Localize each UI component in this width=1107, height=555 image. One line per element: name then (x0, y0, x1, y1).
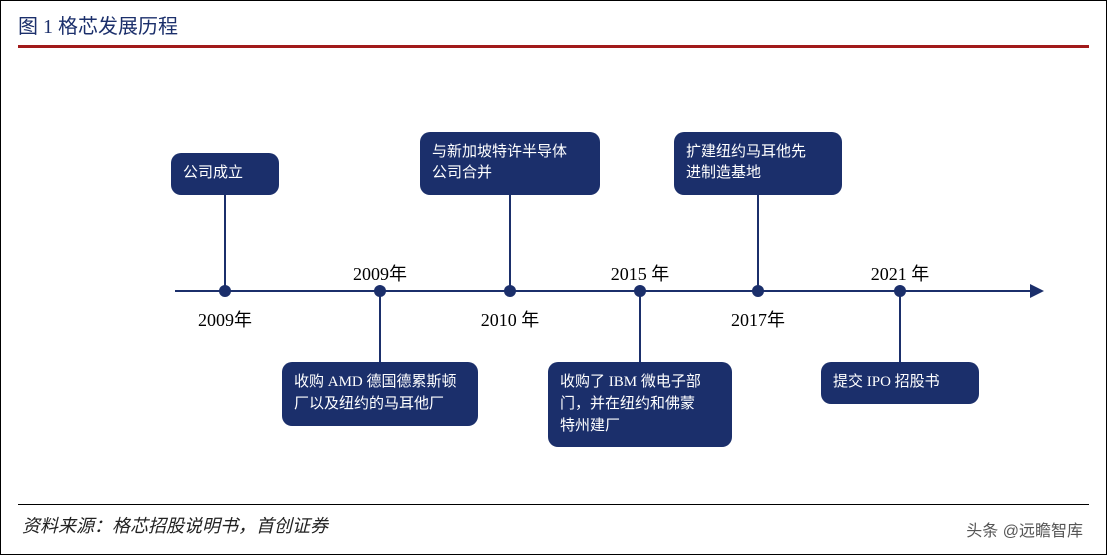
event-box: 收购 AMD 德国德累斯顿 厂以及纽约的马耳他厂 (282, 362, 478, 426)
source-divider (18, 504, 1089, 505)
event-box: 提交 IPO 招股书 (821, 362, 979, 404)
timeline-stem (509, 195, 511, 290)
year-label: 2009年 (198, 306, 252, 332)
source-text: 资料来源：格芯招股说明书，首创证券 (22, 512, 328, 538)
event-box: 公司成立 (171, 153, 279, 195)
event-box: 收购了 IBM 微电子部 门，并在纽约和佛蒙 特州建厂 (548, 362, 732, 447)
title-bar: 图 1 格芯发展历程 (18, 10, 1089, 48)
timeline-canvas: 公司成立 2009年收购 AMD 德国德累斯顿 厂以及纽约的马耳他厂 2009年 与新… (0, 50, 1107, 495)
year-label: 2010 年 (481, 306, 540, 332)
year-label: 2009年 (353, 260, 407, 286)
axis-arrow-icon (1030, 284, 1044, 298)
timeline-stem (379, 290, 381, 362)
timeline-stem (224, 195, 226, 290)
timeline-stem (757, 195, 759, 290)
timeline-stem (899, 290, 901, 362)
year-label: 2017年 (731, 306, 785, 332)
year-label: 2015 年 (611, 260, 670, 286)
figure-title: 图 1 格芯发展历程 (18, 16, 178, 38)
watermark: 头条 @远瞻智库 (958, 513, 1091, 545)
timeline-stem (639, 290, 641, 362)
event-box: 扩建纽约马耳他先 进制造基地 (674, 132, 842, 196)
year-label: 2021 年 (871, 260, 930, 286)
event-box: 与新加坡特许半导体 公司合并 (420, 132, 600, 196)
